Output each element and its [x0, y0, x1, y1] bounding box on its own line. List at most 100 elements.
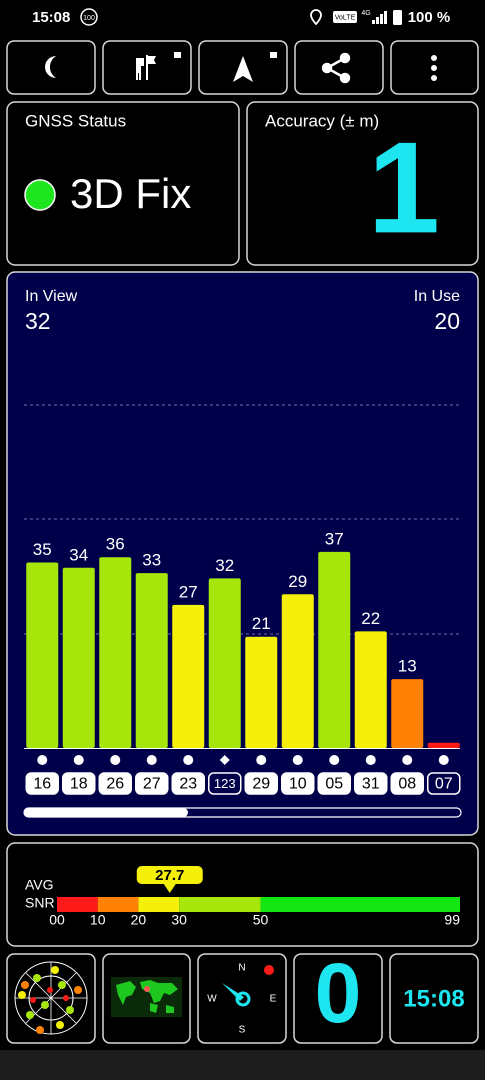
volte-text: VoLTE	[335, 14, 356, 21]
menu-icon	[431, 55, 437, 81]
in-view-label: In View	[25, 288, 78, 305]
in-view-count: 32	[25, 308, 51, 334]
bar-group: 35 16 34 18 36 26 33 27 27 23 32 123 21 29 29 10 37 05 22 3…	[25, 529, 461, 795]
clock-value: 15:08	[403, 985, 464, 1012]
battery-level: 100 %	[408, 9, 451, 26]
value-label: 13	[398, 657, 417, 676]
satellite-marker	[73, 755, 84, 765]
skyplot-icon	[14, 961, 88, 1035]
bar	[208, 578, 241, 748]
scroll-thumb[interactable]	[24, 808, 188, 817]
snr-panel	[6, 842, 479, 947]
night-mode-button[interactable]	[6, 40, 96, 95]
snr-band	[57, 897, 98, 912]
prn-box	[281, 772, 315, 795]
satellite-marker	[110, 755, 121, 765]
bar	[245, 636, 278, 748]
bar	[99, 557, 132, 748]
snr-band	[97, 897, 139, 912]
prn-label: 26	[106, 776, 124, 793]
prn-box	[390, 772, 424, 795]
bar	[281, 594, 314, 748]
bar	[318, 551, 351, 748]
prn-label: 31	[362, 776, 380, 793]
satellite-marker	[365, 755, 376, 765]
notification-count: 100	[83, 15, 95, 22]
accuracy-tile	[246, 101, 479, 266]
prn-label: 29	[252, 776, 270, 793]
signal-icon	[372, 11, 387, 24]
prn-label: 05	[325, 776, 343, 793]
prn-box	[427, 772, 461, 795]
volte-badge	[333, 11, 357, 23]
bar	[62, 567, 95, 748]
compass-icon	[222, 965, 274, 1007]
satellite-marker	[37, 755, 48, 765]
prn-box	[317, 772, 351, 795]
gnss-status-label: GNSS Status	[25, 111, 126, 130]
value-label: 33	[142, 551, 161, 570]
satellite-marker	[219, 755, 230, 765]
snr-label: SNR	[25, 895, 55, 911]
satellite-marker	[183, 755, 194, 765]
accuracy-value: 1	[368, 114, 440, 260]
nav-bar	[0, 1050, 485, 1080]
prn-label: 123	[214, 776, 236, 791]
bar	[26, 562, 59, 748]
satellite-marker	[402, 755, 413, 765]
bar	[427, 742, 460, 748]
gnss-status-tile	[6, 101, 240, 266]
snr-tick-label: 10	[90, 912, 106, 928]
satellite-marker	[256, 755, 267, 765]
compass-n: N	[238, 963, 245, 974]
snr-tick-label: 20	[131, 912, 147, 928]
prn-label: 10	[289, 776, 307, 793]
snr-marker	[136, 866, 203, 893]
counter-tile	[293, 953, 383, 1044]
prn-box	[135, 772, 169, 795]
toolbar	[6, 40, 479, 95]
value-label: 32	[215, 556, 234, 575]
accuracy-label: Accuracy (± m)	[265, 111, 379, 130]
lock-icon	[174, 52, 181, 58]
prn-label: 27	[143, 776, 161, 793]
snr-band	[179, 897, 261, 912]
share-icon	[321, 52, 351, 84]
clock-tile	[389, 953, 479, 1044]
bar	[391, 679, 424, 748]
snr-band	[260, 897, 460, 912]
prn-label: 18	[70, 776, 88, 793]
value-label: 21	[252, 614, 271, 633]
satellite-marker	[292, 755, 303, 765]
snr-band	[138, 897, 180, 912]
in-use-label: In Use	[414, 288, 460, 305]
avg-label: AVG	[25, 877, 54, 893]
prn-label: 16	[33, 776, 51, 793]
prn-box	[98, 772, 132, 795]
value-label: 36	[106, 535, 125, 554]
user-flag-icon	[136, 55, 156, 80]
prn-label: 23	[179, 776, 197, 793]
location-icon	[310, 9, 322, 26]
world-map-icon	[111, 977, 182, 1017]
notification-badge	[80, 8, 98, 26]
satellite-marker	[146, 755, 157, 765]
prn-label: 07	[435, 776, 453, 793]
battery-icon	[393, 10, 402, 25]
compass-e: E	[270, 994, 277, 1005]
prn-box	[354, 772, 388, 795]
moon-icon	[45, 56, 56, 78]
compass-s: S	[239, 1025, 246, 1036]
bar	[172, 604, 205, 748]
share-button[interactable]	[294, 40, 384, 95]
value-label: 35	[33, 540, 52, 559]
bar	[135, 573, 168, 748]
prn-box	[208, 772, 242, 795]
value-label: 29	[288, 572, 307, 591]
snr-tick-label: 00	[49, 912, 65, 928]
prn-box	[171, 772, 205, 795]
fix-indicator	[24, 179, 56, 211]
snr-value-label: 27.7	[155, 867, 184, 884]
in-use-count: 20	[434, 308, 460, 334]
